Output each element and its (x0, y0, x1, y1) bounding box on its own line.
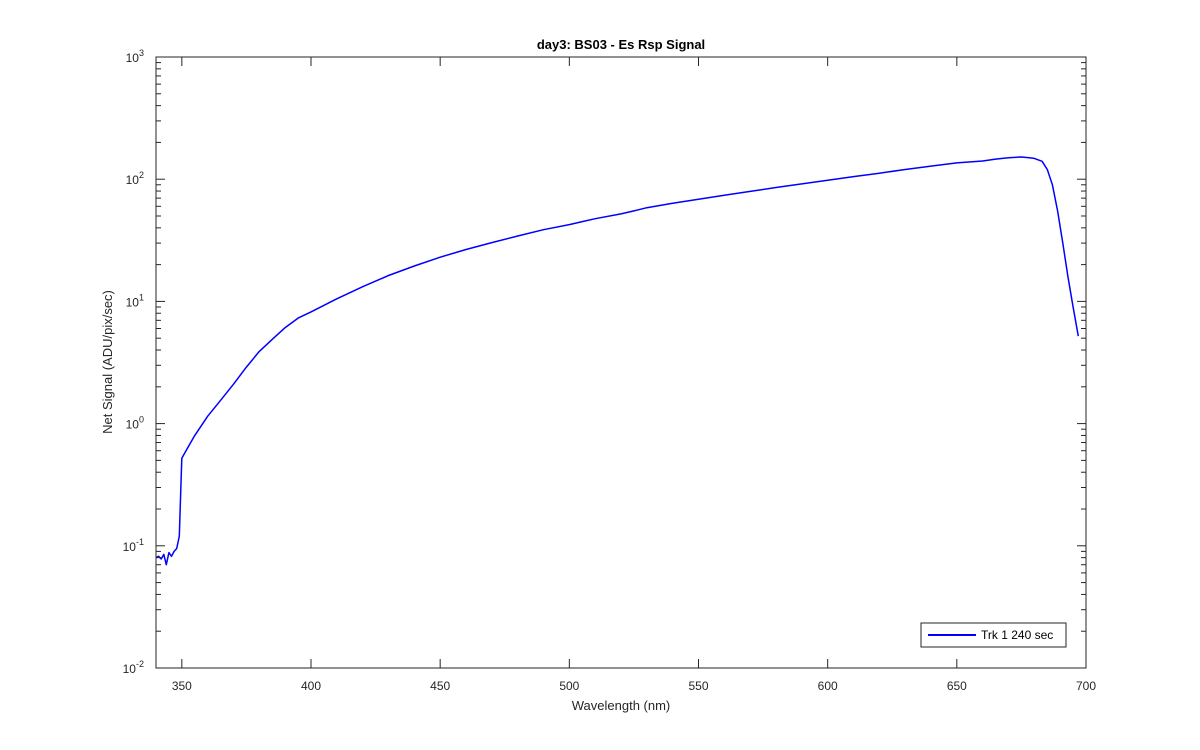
legend-label: Trk 1 240 sec (981, 628, 1053, 642)
y-tick-label: 101 (126, 292, 144, 309)
x-tick-label: 500 (559, 679, 579, 693)
chart-title: day3: BS03 - Es Rsp Signal (537, 37, 705, 52)
x-tick-label: 400 (301, 679, 321, 693)
x-tick-label: 700 (1076, 679, 1096, 693)
series-layer (155, 156, 1080, 566)
y-tick-label: 10-2 (123, 659, 144, 676)
x-axis: 350 400 450 500 550 600 650 700 (172, 57, 1096, 693)
y-tick-label: 100 (126, 415, 144, 432)
x-tick-label: 350 (172, 679, 192, 693)
y-tick-label: 103 (126, 48, 144, 65)
y-tick-label: 102 (126, 170, 144, 187)
y-axis: 10-2 10-1 100 101 102 103 (123, 48, 1086, 676)
x-tick-label: 650 (947, 679, 967, 693)
plot-area (156, 57, 1086, 668)
x-tick-label: 450 (430, 679, 450, 693)
legend: Trk 1 240 sec (920, 622, 1067, 648)
axes-box (155, 56, 1087, 669)
series-line-1 (155, 156, 1080, 566)
y-axis-title: Net Signal (ADU/pix/sec) (100, 290, 115, 434)
x-axis-title: Wavelength (nm) (572, 698, 671, 713)
y-tick-label: 10-1 (123, 537, 144, 554)
x-tick-label: 600 (818, 679, 838, 693)
x-tick-label: 550 (688, 679, 708, 693)
